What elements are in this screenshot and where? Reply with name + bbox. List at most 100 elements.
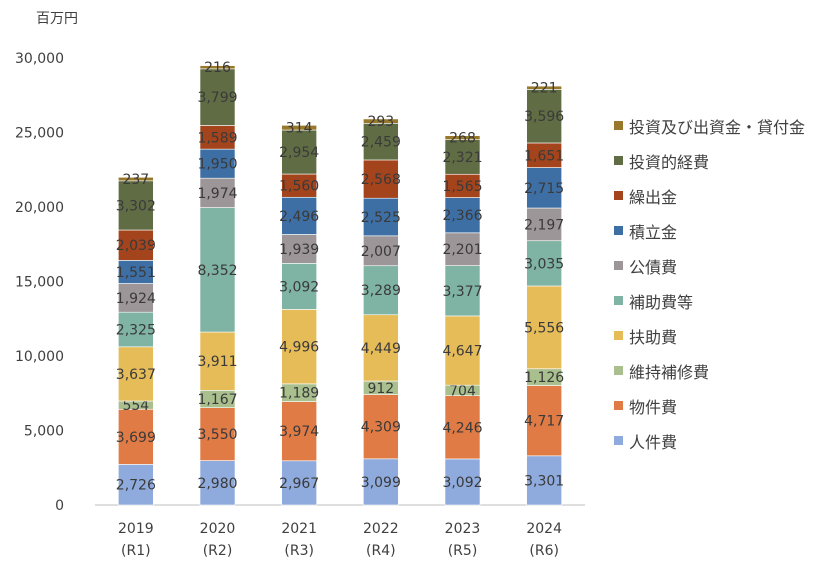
legend-item: 人件費	[614, 423, 805, 458]
legend-label: 維持補修費	[629, 362, 710, 382]
legend-label: 積立金	[629, 222, 678, 242]
data-label: 1,565	[442, 179, 482, 195]
bar-segment	[363, 314, 399, 382]
data-label: 1,924	[116, 291, 156, 307]
bar-segment	[118, 464, 154, 506]
data-label: 3,092	[279, 279, 319, 295]
data-label: 237	[122, 172, 149, 188]
data-label: 1,939	[279, 242, 319, 258]
data-label: 3,596	[524, 109, 564, 125]
data-label: 1,651	[524, 148, 564, 164]
bar-segment	[363, 118, 399, 124]
bar-segment	[199, 148, 236, 179]
data-label: 4,246	[442, 420, 482, 436]
bar-segment	[444, 139, 481, 175]
data-label: 2,039	[116, 238, 156, 254]
legend-item: 物件費	[614, 388, 805, 423]
data-label: 4,449	[361, 341, 401, 357]
bar-segment	[444, 197, 481, 234]
data-label: 2,525	[361, 210, 401, 226]
data-label: 3,550	[197, 427, 237, 443]
x-tick-label: 2024	[526, 521, 562, 537]
legend-label: 繰出金	[629, 187, 678, 207]
bar-segment	[281, 460, 317, 506]
x-tick-sublabel: (R2)	[203, 543, 233, 559]
bar-segment	[444, 232, 481, 266]
bar-segment	[444, 265, 481, 317]
data-label: 4,309	[361, 420, 401, 436]
data-label: 3,099	[361, 475, 401, 491]
data-label: 4,996	[279, 340, 319, 356]
data-label: 293	[367, 114, 394, 130]
bar-segment	[118, 229, 154, 261]
legend-item: 補助費等	[614, 283, 805, 318]
legend-swatch	[614, 331, 623, 340]
bar-segment	[281, 263, 317, 310]
data-label: 268	[449, 131, 476, 147]
x-tick-label: 2022	[363, 521, 399, 537]
bar-segment	[281, 129, 317, 175]
data-label: 3,974	[279, 424, 319, 440]
data-label: 314	[286, 121, 313, 137]
legend-swatch	[614, 261, 623, 270]
data-label: 221	[531, 81, 558, 97]
bar-segment	[363, 458, 399, 506]
data-label: 2,197	[524, 217, 564, 233]
data-label: 1,560	[279, 179, 319, 195]
data-label: 1,589	[197, 130, 237, 146]
legend-label: 公債費	[629, 257, 678, 277]
data-label: 2,568	[361, 172, 401, 188]
data-label: 4,717	[524, 414, 564, 430]
bar-stack-2022: 3,099 4,309 912 4,449 3,289 2,007 2,525 2,568 2,…	[361, 114, 401, 506]
x-tick-sublabel: (R6)	[529, 543, 559, 559]
legend-swatch	[614, 191, 623, 200]
y-tick-label: 10,000	[15, 349, 64, 365]
bar-segment	[444, 135, 481, 140]
data-label: 216	[204, 60, 231, 76]
x-tick-label: 2023	[445, 521, 481, 537]
x-tick-sublabel: (R4)	[366, 543, 396, 559]
bar-segment	[444, 315, 481, 386]
legend-swatch	[614, 226, 623, 235]
data-label: 3,699	[116, 430, 156, 446]
bar-segment	[526, 142, 562, 168]
data-label: 2,980	[197, 476, 237, 492]
x-tick-sublabel: (R3)	[284, 543, 314, 559]
legend-item: 扶助費	[614, 318, 805, 353]
bar-segment	[281, 196, 317, 235]
y-tick-label: 30,000	[15, 51, 64, 67]
data-label: 2,496	[279, 209, 319, 225]
legend-item: 投資的経費	[614, 143, 805, 178]
data-label: 2,726	[116, 478, 156, 494]
bar-segment	[281, 401, 317, 462]
bars-group: 2,726 3,699 554 3,637 2,325 1,924 1,551 2,039 3,…	[116, 60, 564, 506]
bar-segment	[363, 394, 399, 460]
data-label: 2,459	[361, 135, 401, 151]
legend-swatch	[614, 121, 623, 130]
y-tick-label: 15,000	[15, 275, 64, 291]
data-label: 554	[122, 398, 149, 414]
bar-segment	[526, 207, 562, 242]
bar-segment	[444, 458, 481, 506]
bar-segment	[444, 395, 481, 460]
bar-segment	[363, 159, 399, 199]
legend-item: 公債費	[614, 248, 805, 283]
bar-stack-2020: 2,980 3,550 1,167 3,911 8,352 1,974 1,950 1,589…	[197, 60, 238, 506]
legend: 投資及び出資金・貸付金 投資的経費 繰出金 積立金 公債費 補助費等 扶助費 維持補修費 物件費…	[614, 108, 805, 458]
legend-item: 繰出金	[614, 178, 805, 213]
legend-item: 維持補修費	[614, 353, 805, 388]
data-label: 1,974	[197, 186, 237, 202]
data-label: 3,911	[197, 354, 237, 370]
data-label: 3,377	[442, 284, 482, 300]
y-tick-label: 25,000	[15, 126, 64, 142]
bar-segment	[199, 207, 236, 333]
data-label: 3,092	[442, 475, 482, 491]
x-tick-label: 2021	[281, 521, 317, 537]
bar-stack-2023: 3,092 4,246 704 4,647 3,377 2,201 2,366 1,565 2,…	[442, 131, 483, 506]
data-label: 1,167	[197, 392, 237, 408]
data-label: 1,950	[197, 157, 237, 173]
bar-segment	[199, 68, 236, 126]
legend-swatch	[614, 401, 623, 410]
legend-label: 補助費等	[629, 292, 694, 312]
y-tick-label: 0	[55, 498, 64, 514]
